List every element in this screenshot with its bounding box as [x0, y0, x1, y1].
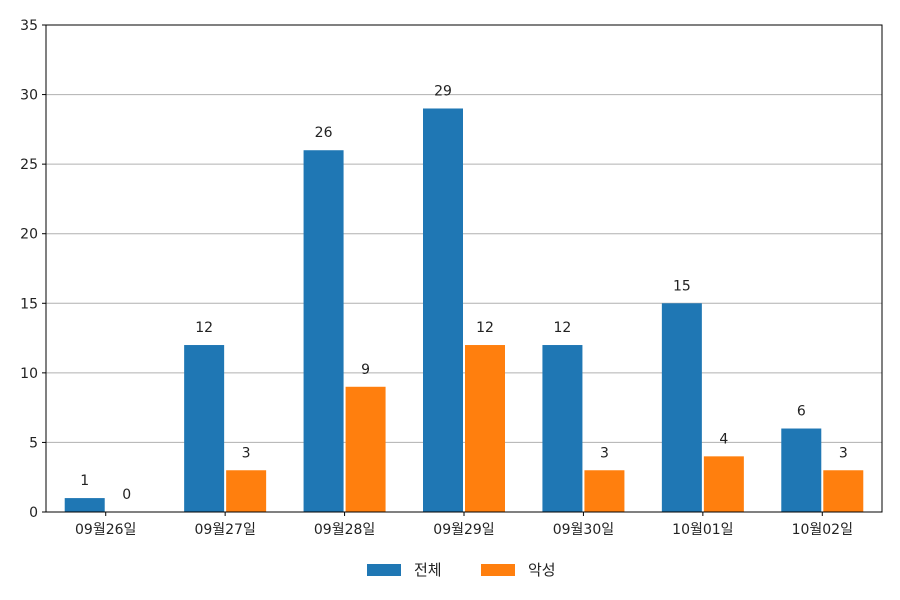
data-label: 3	[600, 445, 609, 461]
legend-label: 악성	[528, 561, 556, 579]
legend: 전체 악성	[367, 561, 556, 579]
bar-total	[423, 108, 463, 512]
data-label: 15	[673, 278, 691, 294]
bar-malicious	[823, 470, 864, 512]
legend-label: 전체	[414, 561, 442, 579]
data-label: 9	[361, 362, 370, 378]
data-label: 12	[476, 320, 494, 336]
data-label: 3	[242, 445, 251, 461]
y-tick-label: 5	[29, 435, 38, 451]
bar-total	[64, 498, 105, 512]
data-label: 3	[839, 445, 848, 461]
y-tick-label: 20	[20, 227, 38, 243]
data-label: 12	[554, 320, 572, 336]
bar-total	[781, 428, 822, 512]
x-tick-label: 09월26일	[75, 522, 136, 538]
x-tick-label: 10월01일	[672, 522, 733, 538]
y-tick-label: 0	[29, 505, 38, 521]
data-label: 29	[434, 83, 452, 99]
bar-total	[184, 345, 225, 512]
y-tick-label: 25	[20, 157, 38, 173]
bar-total	[661, 303, 702, 512]
data-label: 26	[315, 125, 333, 141]
bar-malicious	[345, 386, 386, 512]
bar-malicious	[226, 470, 267, 512]
data-label: 1	[80, 473, 89, 489]
x-tick-label: 09월27일	[194, 522, 255, 538]
x-tick-label: 09월28일	[314, 522, 375, 538]
legend-item-malicious: 악성	[481, 561, 556, 579]
x-tick-label: 09월29일	[433, 522, 494, 538]
data-labels-layer: 1 0 12 3 26 9 29 12 12 3 15 4 6 3	[80, 83, 847, 503]
y-tick-label: 10	[20, 366, 38, 382]
bar-total	[542, 345, 583, 512]
y-tick-label: 35	[20, 18, 38, 34]
bar-malicious	[465, 345, 505, 512]
legend-swatch	[481, 564, 515, 576]
bar-malicious	[584, 470, 625, 512]
bars-layer	[64, 108, 864, 512]
data-label: 6	[797, 404, 806, 420]
y-tick-label: 15	[20, 296, 38, 312]
grid-lines	[46, 94, 882, 443]
bar-total	[303, 150, 344, 512]
data-label: 12	[195, 320, 213, 336]
data-label: 0	[122, 487, 131, 503]
legend-item-total: 전체	[367, 561, 442, 579]
plot-area-frame	[45, 24, 883, 513]
x-tick-label: 10월02일	[792, 522, 853, 538]
y-tick-label: 30	[20, 88, 38, 104]
legend-swatch	[367, 564, 401, 576]
data-label: 4	[719, 431, 728, 447]
bar-malicious	[703, 456, 744, 512]
x-axis: 09월26일 09월27일 09월28일 09월29일 09월30일 10월01일 10월0…	[75, 512, 853, 538]
y-axis: 0 5 10 15 20 25 30 35	[20, 18, 46, 521]
x-tick-label: 09월30일	[553, 522, 614, 538]
